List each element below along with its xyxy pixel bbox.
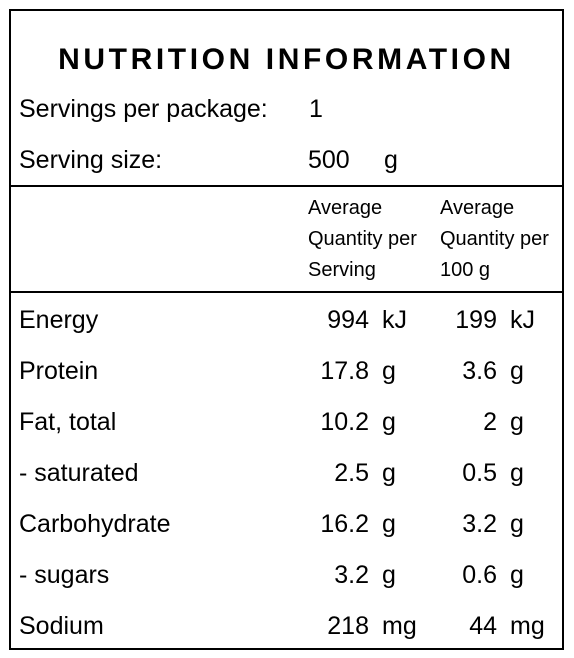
serving-unit: g — [382, 510, 396, 538]
header-divider — [11, 185, 562, 187]
serving-value: 3.2 — [334, 561, 369, 589]
column-header-per-serving-line: Average — [308, 197, 383, 219]
columns-divider — [11, 291, 562, 293]
per-100g-unit: g — [510, 459, 524, 487]
per-100g-unit: g — [510, 561, 524, 589]
panel-title: NUTRITION INFORMATION — [58, 43, 515, 76]
nutrient-label: - sugars — [19, 561, 110, 589]
per-100g-unit: kJ — [510, 306, 535, 334]
serving-size-value: 500 — [308, 146, 350, 174]
serving-value: 16.2 — [320, 510, 369, 538]
serving-value: 994 — [327, 306, 369, 334]
per-100g-unit: g — [510, 408, 524, 436]
column-header-per-serving-line: Quantity per — [308, 228, 417, 250]
nutrient-label: - saturated — [19, 459, 139, 487]
column-header-per-100g: Average Quantity per 100 g — [440, 193, 549, 286]
column-header-per-serving-line: Serving — [308, 259, 376, 281]
column-header-per-100g-line: Average — [440, 197, 515, 219]
servings-value: 1 — [309, 95, 323, 123]
per-100g-value: 3.6 — [462, 357, 497, 385]
column-header-per-100g-line: Quantity per — [440, 228, 549, 250]
nutrition-panel: NUTRITION INFORMATION Servings per packa… — [9, 9, 564, 650]
serving-unit: g — [382, 408, 396, 436]
serving-size-unit: g — [384, 146, 398, 174]
per-100g-unit: g — [510, 510, 524, 538]
nutrient-label: Sodium — [19, 612, 104, 640]
column-header-per-serving: Average Quantity per Serving — [308, 193, 417, 286]
serving-value: 10.2 — [320, 408, 369, 436]
serving-unit: kJ — [382, 306, 407, 334]
per-100g-unit: g — [510, 357, 524, 385]
per-100g-value: 0.6 — [462, 561, 497, 589]
serving-unit: g — [382, 459, 396, 487]
per-100g-value: 44 — [469, 612, 497, 640]
per-100g-value: 199 — [455, 306, 497, 334]
serving-value: 17.8 — [320, 357, 369, 385]
nutrient-label: Energy — [19, 306, 99, 334]
serving-unit: mg — [382, 612, 417, 640]
column-header-per-100g-line: 100 g — [440, 259, 491, 281]
nutrient-label: Fat, total — [19, 408, 117, 436]
per-100g-value: 2 — [483, 408, 497, 436]
serving-unit: g — [382, 561, 396, 589]
servings-label: Servings per package: — [19, 95, 268, 123]
nutrient-label: Protein — [19, 357, 99, 385]
per-100g-value: 3.2 — [462, 510, 497, 538]
serving-size-label: Serving size: — [19, 146, 163, 174]
nutrient-label: Carbohydrate — [19, 510, 171, 538]
per-100g-value: 0.5 — [462, 459, 497, 487]
per-100g-unit: mg — [510, 612, 545, 640]
serving-unit: g — [382, 357, 396, 385]
serving-value: 218 — [327, 612, 369, 640]
serving-value: 2.5 — [334, 459, 369, 487]
